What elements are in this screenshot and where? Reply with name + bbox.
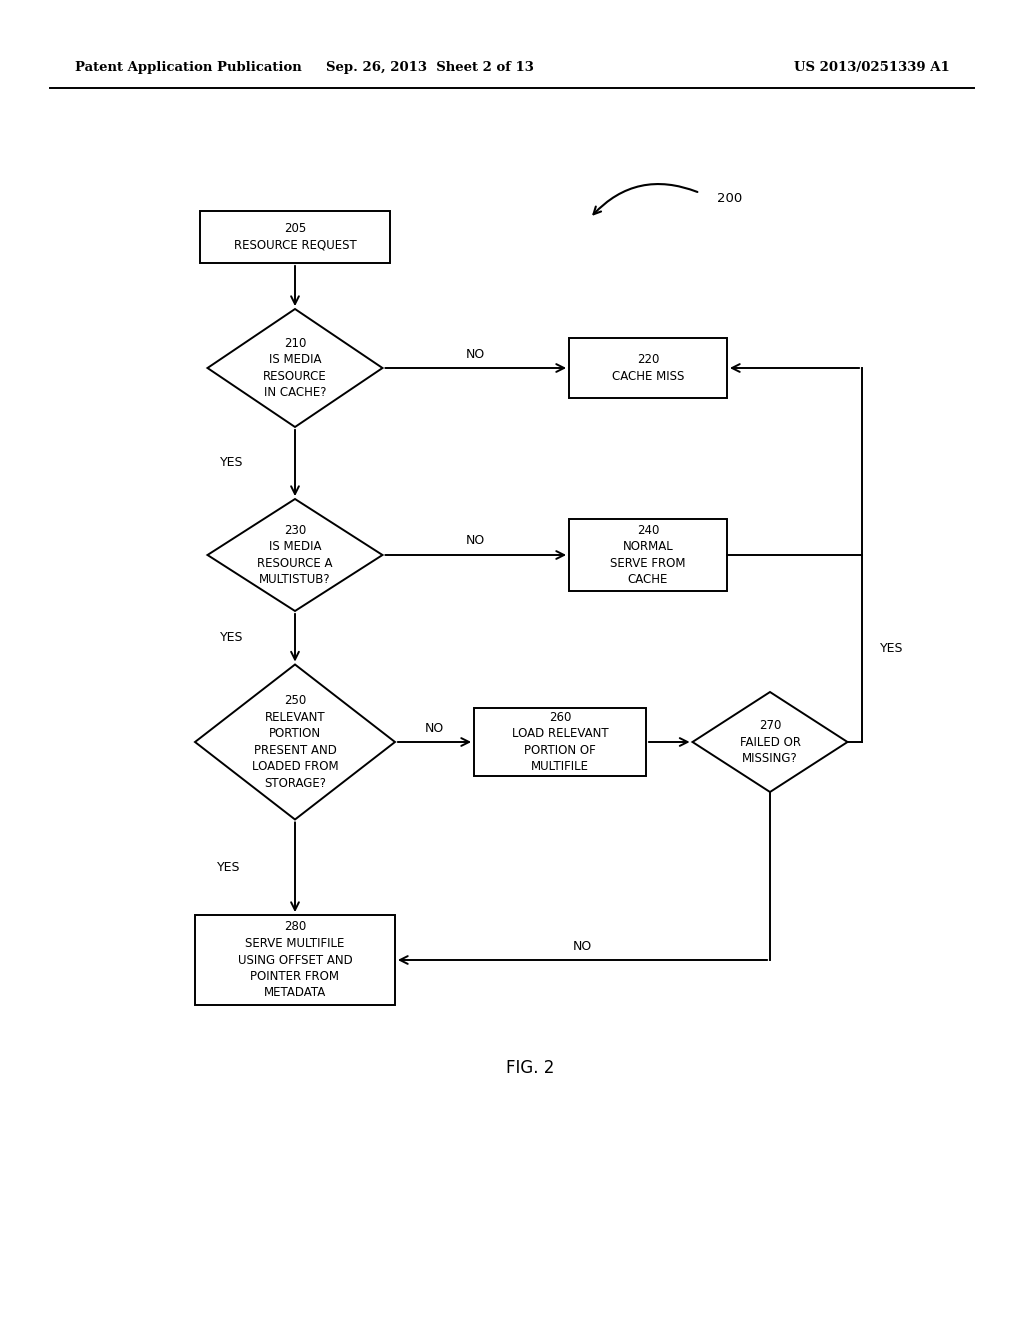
Polygon shape [195,664,395,820]
Text: YES: YES [219,631,243,644]
FancyBboxPatch shape [200,211,390,263]
Text: 210
IS MEDIA
RESOURCE
IN CACHE?: 210 IS MEDIA RESOURCE IN CACHE? [263,337,327,399]
FancyBboxPatch shape [195,915,395,1005]
Text: NO: NO [572,940,592,953]
Text: 200: 200 [718,191,742,205]
Text: US 2013/0251339 A1: US 2013/0251339 A1 [795,62,950,74]
Text: NO: NO [466,535,485,548]
Text: 260
LOAD RELEVANT
PORTION OF
MULTIFILE: 260 LOAD RELEVANT PORTION OF MULTIFILE [512,710,608,774]
FancyBboxPatch shape [474,708,646,776]
Text: 280
SERVE MULTIFILE
USING OFFSET AND
POINTER FROM
METADATA: 280 SERVE MULTIFILE USING OFFSET AND POI… [238,920,352,999]
FancyBboxPatch shape [569,519,727,591]
Text: NO: NO [466,347,485,360]
Text: YES: YES [219,457,243,470]
Polygon shape [692,692,848,792]
Text: 270
FAILED OR
MISSING?: 270 FAILED OR MISSING? [739,719,801,766]
Text: 220
CACHE MISS: 220 CACHE MISS [611,354,684,383]
Text: 230
IS MEDIA
RESOURCE A
MULTISTUB?: 230 IS MEDIA RESOURCE A MULTISTUB? [257,524,333,586]
Text: YES: YES [880,642,903,655]
Text: NO: NO [425,722,444,734]
Text: 205
RESOURCE REQUEST: 205 RESOURCE REQUEST [233,222,356,252]
Polygon shape [208,309,383,426]
Text: Sep. 26, 2013  Sheet 2 of 13: Sep. 26, 2013 Sheet 2 of 13 [326,62,534,74]
Text: Patent Application Publication: Patent Application Publication [75,62,302,74]
FancyBboxPatch shape [569,338,727,399]
Text: 240
NORMAL
SERVE FROM
CACHE: 240 NORMAL SERVE FROM CACHE [610,524,686,586]
Text: 250
RELEVANT
PORTION
PRESENT AND
LOADED FROM
STORAGE?: 250 RELEVANT PORTION PRESENT AND LOADED … [252,694,338,789]
Text: YES: YES [216,861,240,874]
Polygon shape [208,499,383,611]
Text: FIG. 2: FIG. 2 [506,1059,554,1077]
